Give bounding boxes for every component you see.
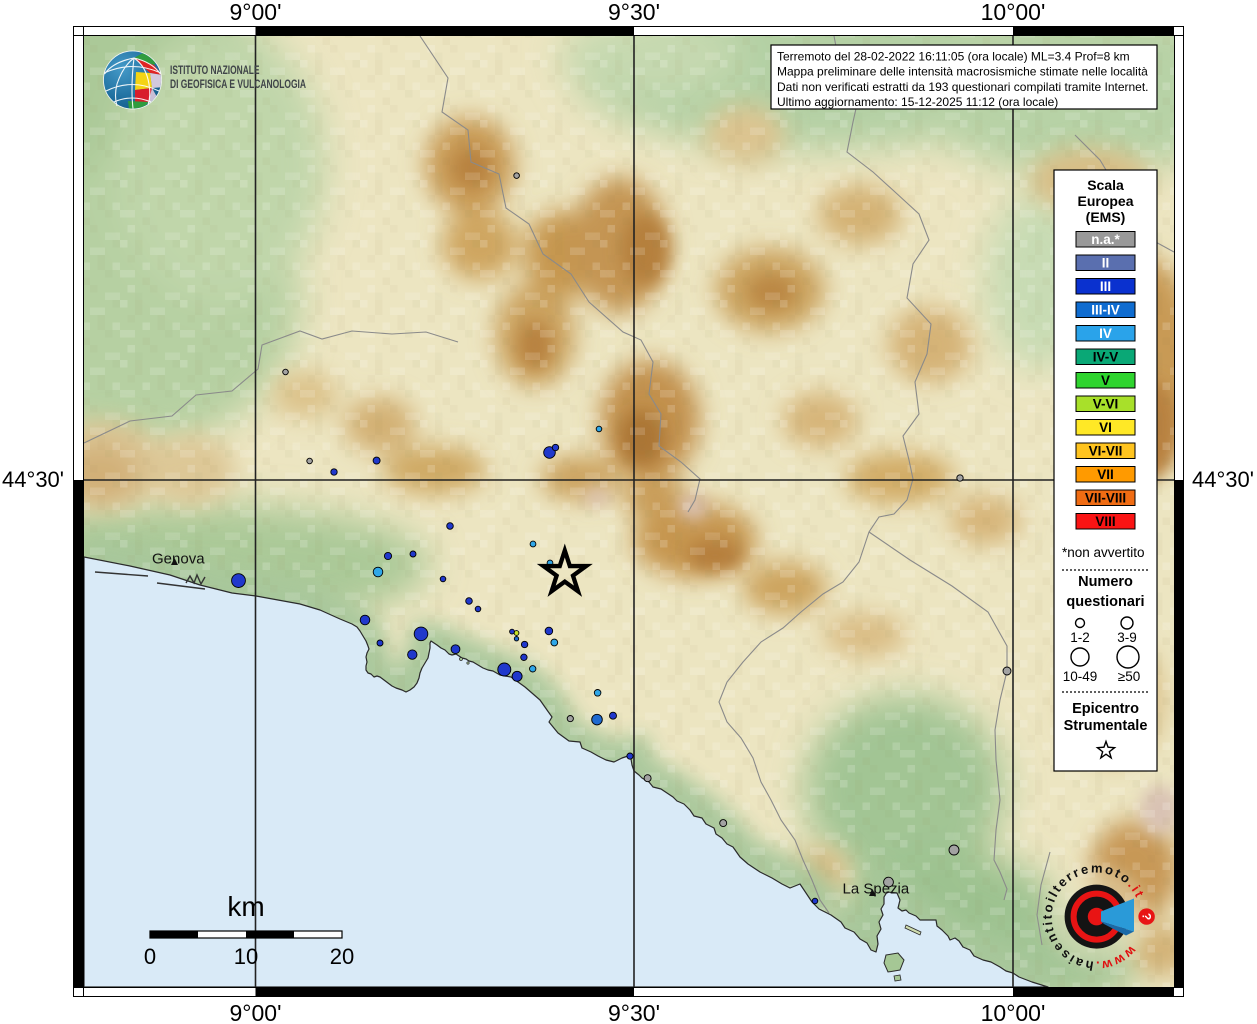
svg-text:44°30': 44°30': [2, 467, 64, 492]
svg-text:10-49: 10-49: [1063, 669, 1098, 684]
svg-text:VI-VII: VI-VII: [1089, 444, 1123, 459]
svg-text:10°00': 10°00': [981, 0, 1046, 25]
svg-text:n.a.*: n.a.*: [1091, 232, 1120, 247]
svg-text:Strumentale: Strumentale: [1064, 718, 1148, 734]
svg-text:10: 10: [234, 944, 258, 969]
svg-text:VI: VI: [1099, 420, 1112, 435]
svg-text:VII-VIII: VII-VIII: [1085, 491, 1126, 506]
svg-text:Scala: Scala: [1087, 177, 1124, 193]
svg-text:20: 20: [330, 944, 354, 969]
svg-text:VIII: VIII: [1095, 514, 1115, 529]
svg-text:IV: IV: [1099, 326, 1112, 341]
svg-text:ISTITUTO NAZIONALE: ISTITUTO NAZIONALE: [170, 65, 260, 77]
svg-text:Mappa preliminare delle intens: Mappa preliminare delle intensità macros…: [777, 65, 1148, 79]
svg-text:44°30': 44°30': [1192, 467, 1254, 492]
svg-text:questionari: questionari: [1066, 594, 1144, 610]
svg-text:IV-V: IV-V: [1093, 350, 1119, 365]
svg-text:Dati non verificati estratti d: Dati non verificati estratti da 193 ques…: [777, 80, 1149, 94]
svg-text:V-VI: V-VI: [1093, 397, 1119, 412]
svg-text:3-9: 3-9: [1117, 630, 1137, 645]
svg-text:10°00': 10°00': [981, 1000, 1046, 1024]
svg-text:1-2: 1-2: [1070, 630, 1090, 645]
svg-text:*non avvertito: *non avvertito: [1062, 545, 1145, 560]
svg-text:III-IV: III-IV: [1091, 303, 1120, 318]
svg-text:(EMS): (EMS): [1086, 209, 1126, 225]
svg-text:Terremoto del 28-02-2022 16:11: Terremoto del 28-02-2022 16:11:05 (ora l…: [777, 50, 1130, 64]
svg-text:9°30': 9°30': [608, 1000, 660, 1024]
svg-text:9°00': 9°00': [230, 1000, 282, 1024]
svg-text:9°30': 9°30': [608, 0, 660, 25]
svg-text:Europea: Europea: [1077, 193, 1133, 209]
svg-text:Numero: Numero: [1078, 574, 1133, 590]
svg-text:II: II: [1102, 256, 1110, 271]
svg-text:Epicentro: Epicentro: [1072, 701, 1139, 717]
svg-text:DI GEOFISICA E VULCANOLOGIA: DI GEOFISICA E VULCANOLOGIA: [170, 79, 306, 91]
svg-text:III: III: [1100, 279, 1111, 294]
svg-text:Genova: Genova: [152, 551, 205, 568]
svg-text:9°00': 9°00': [230, 0, 282, 25]
svg-text:≥50: ≥50: [1118, 669, 1140, 684]
svg-text:Ultimo aggiornamento: 15-12-20: Ultimo aggiornamento: 15-12-2025 11:12 (…: [777, 95, 1058, 109]
svg-text:?: ?: [1139, 913, 1153, 920]
svg-text:VII: VII: [1097, 467, 1114, 482]
svg-text:km: km: [227, 891, 264, 922]
svg-text:V: V: [1101, 373, 1110, 388]
svg-text:0: 0: [144, 944, 156, 969]
svg-text:La Spezia: La Spezia: [843, 881, 910, 898]
